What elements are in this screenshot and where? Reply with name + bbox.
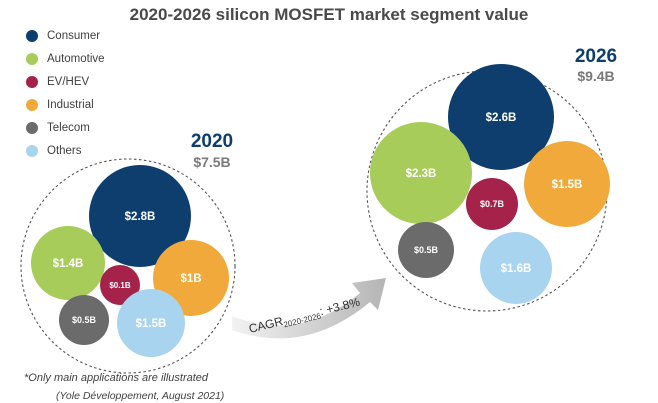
- bubble-label-2020-ev-hev: $0.1B: [109, 281, 131, 290]
- year-label-2026: 2026: [575, 46, 617, 67]
- legend-label-others: Others: [47, 144, 82, 157]
- bubble-label-2026-others: $1.6B: [501, 263, 532, 275]
- legend-dot-automotive: [26, 52, 38, 65]
- legend-item-others: Others: [26, 139, 105, 162]
- group-outline-2020: [20, 158, 236, 374]
- bubble-2020-consumer: [89, 165, 191, 267]
- bubble-label-2026-ev-hev: $0.7B: [480, 199, 505, 209]
- bubble-2020-telecom: [59, 295, 109, 345]
- bubble-label-2020-others: $1.5B: [136, 318, 167, 330]
- bubble-2026-automotive: [370, 122, 472, 224]
- legend-label-telecom: Telecom: [47, 121, 90, 134]
- bubble-label-2020-industrial: $1B: [180, 273, 201, 285]
- bubble-label-2026-telecom: $0.5B: [414, 245, 439, 255]
- legend-dot-consumer: [26, 29, 38, 42]
- legend-item-consumer: Consumer: [26, 24, 105, 47]
- chart-title: 2020-2026 silicon MOSFET market segment …: [129, 5, 529, 24]
- legend-item-automotive: Automotive: [26, 47, 105, 70]
- legend-label-industrial: Industrial: [47, 98, 94, 111]
- legend-item-telecom: Telecom: [26, 116, 105, 139]
- bubble-2026-telecom: [398, 222, 454, 278]
- legend-dot-others: [26, 144, 38, 157]
- bubble-2026-industrial: [524, 141, 610, 227]
- legend-dot-ev-hev: [26, 75, 38, 88]
- legend-item-ev-hev: EV/HEV: [26, 70, 105, 93]
- bubble-label-2026-consumer: $2.6B: [486, 112, 517, 124]
- cagr-arrow: [232, 278, 386, 339]
- bubble-2026-ev-hev: [466, 178, 518, 230]
- year-label-2020: 2020: [191, 131, 233, 152]
- legend-label-automotive: Automotive: [47, 52, 105, 65]
- legend-label-consumer: Consumer: [47, 29, 101, 42]
- bubbles-layer: $2.8B $1.4B $0.1B $1B $0.5B $1.5B $2.6B $2.3B $0…: [31, 64, 610, 357]
- bubble-label-2026-industrial: $1.5B: [552, 179, 583, 191]
- total-label-2020: $7.5B: [193, 154, 230, 170]
- legend-item-industrial: Industrial: [26, 93, 105, 116]
- bubble-2020-automotive: [31, 226, 105, 300]
- bubble-label-2020-automotive: $1.4B: [53, 258, 84, 270]
- bubble-2026-consumer: [448, 64, 554, 170]
- bubble-label-2020-telecom: $0.5B: [72, 315, 97, 325]
- total-label-2026: $9.4B: [577, 68, 614, 84]
- bubble-2020-others: [117, 289, 185, 357]
- bubble-label-2026-automotive: $2.3B: [406, 168, 437, 180]
- bubble-2020-ev-hev: [100, 265, 140, 305]
- legend: Consumer Automotive EV/HEV Industrial Te…: [26, 24, 105, 162]
- bubble-label-2020-consumer: $2.8B: [125, 211, 156, 223]
- footnote: *Only main applications are illustrated: [24, 372, 209, 384]
- legend-dot-telecom: [26, 121, 38, 134]
- bubble-2026-others: [480, 232, 552, 304]
- legend-label-ev-hev: EV/HEV: [47, 75, 90, 88]
- source-note: (Yole Développement, August 2021): [56, 390, 225, 402]
- legend-dot-industrial: [26, 98, 38, 111]
